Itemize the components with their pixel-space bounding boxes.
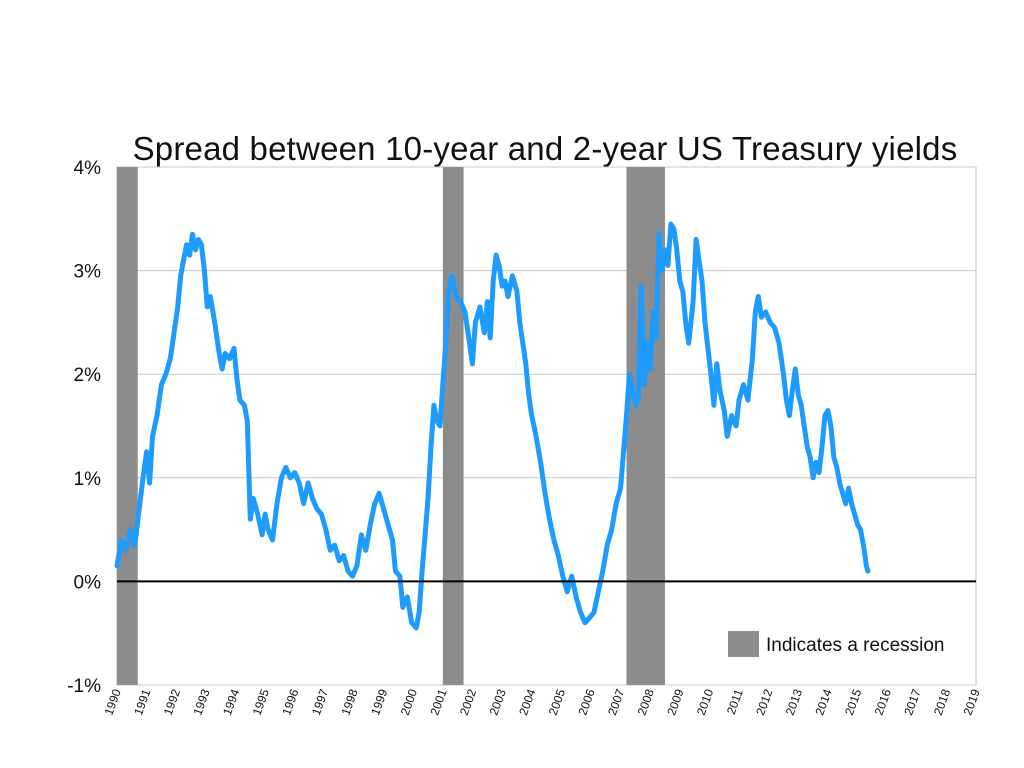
series-lines [114, 221, 871, 631]
x-tick-label: 1996 [279, 687, 301, 717]
y-tick-label: 3% [74, 262, 102, 283]
x-tick-label: 2003 [487, 687, 509, 717]
x-tick-label: 2016 [872, 687, 894, 717]
y-tick-label: 0% [74, 572, 102, 593]
x-tick-label: 2014 [812, 687, 834, 717]
x-tick-label: 2000 [398, 687, 420, 717]
x-tick-label: 1995 [250, 687, 272, 717]
spread-series-line [114, 221, 871, 631]
legend-swatch [728, 631, 759, 657]
y-tick-label: 4% [74, 158, 102, 179]
x-tick-label: 2018 [931, 687, 953, 717]
x-tick-label: 1994 [220, 687, 242, 717]
x-tick-label: 1999 [368, 687, 390, 717]
x-tick-label: 1990 [102, 687, 124, 717]
x-tick-label: 2004 [516, 687, 538, 717]
x-tick-label: 2012 [753, 687, 775, 717]
legend-label: Indicates a recession [766, 635, 945, 656]
x-tick-label: 1997 [309, 687, 331, 717]
x-tick-label: 2005 [546, 687, 568, 717]
x-tick-label: 2015 [842, 687, 864, 717]
x-tick-label: 2019 [961, 687, 983, 717]
recession-band [442, 167, 464, 685]
legend: Indicates a recession [728, 631, 945, 657]
x-tick-label: 2006 [575, 687, 597, 717]
x-tick-label: 2001 [427, 687, 449, 717]
x-tick-label: 1992 [161, 687, 183, 717]
x-tick-label: 1991 [131, 687, 153, 717]
recession-band [117, 167, 138, 685]
y-tick-label: -1% [67, 676, 101, 697]
y-tick-label: 1% [74, 469, 102, 490]
x-tick-label: 2010 [694, 687, 716, 717]
x-tick-label: 2007 [605, 687, 627, 717]
x-tick-label: 2013 [783, 687, 805, 717]
x-tick-label: 2002 [457, 687, 479, 717]
x-tick-label: 1998 [338, 687, 360, 717]
x-tick-label: 2011 [724, 687, 746, 716]
chart-title: Spread between 10-year and 2-year US Tre… [132, 130, 958, 168]
x-tick-label: 2008 [635, 687, 657, 717]
x-tick-label: 2017 [901, 687, 923, 717]
y-tick-label: 2% [74, 365, 102, 386]
x-tick-label: 2009 [664, 687, 686, 717]
x-tick-label: 1993 [190, 687, 212, 717]
